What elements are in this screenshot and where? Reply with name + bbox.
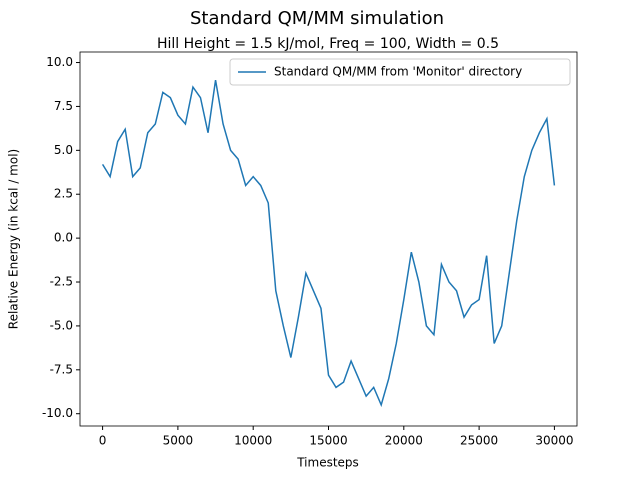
x-tick-label: 25000: [460, 434, 498, 448]
y-tick-label: 0.0: [54, 231, 73, 245]
x-tick-label: 15000: [309, 434, 347, 448]
y-tick-label: 5.0: [54, 143, 73, 157]
y-axis-label: Relative Energy (in kcal / mol): [7, 149, 21, 329]
legend-box: [229, 58, 571, 86]
x-tick-label: 10000: [234, 434, 272, 448]
y-tick-label: -5.0: [50, 318, 73, 332]
x-tick-label: 30000: [535, 434, 573, 448]
chart-title: Standard QM/MM simulation: [190, 8, 444, 29]
y-tick-label: -7.5: [50, 362, 73, 376]
x-tick-label: 0: [99, 434, 107, 448]
x-tick-label: 20000: [385, 434, 423, 448]
legend-label: Standard QM/MM from 'Monitor' directory: [274, 65, 522, 79]
y-tick-label: -10.0: [42, 406, 73, 420]
x-tick-label: 5000: [163, 434, 194, 448]
y-tick-label: 10.0: [46, 55, 73, 69]
y-tick-label: 7.5: [54, 99, 73, 113]
y-tick-label: -2.5: [50, 275, 73, 289]
chart-subtitle: Hill Height = 1.5 kJ/mol, Freq = 100, Wi…: [157, 36, 499, 52]
y-tick-label: 2.5: [54, 187, 73, 201]
data-line: [101, 79, 556, 408]
plot-frame: [79, 51, 578, 427]
x-axis-label: Timesteps: [296, 456, 359, 470]
